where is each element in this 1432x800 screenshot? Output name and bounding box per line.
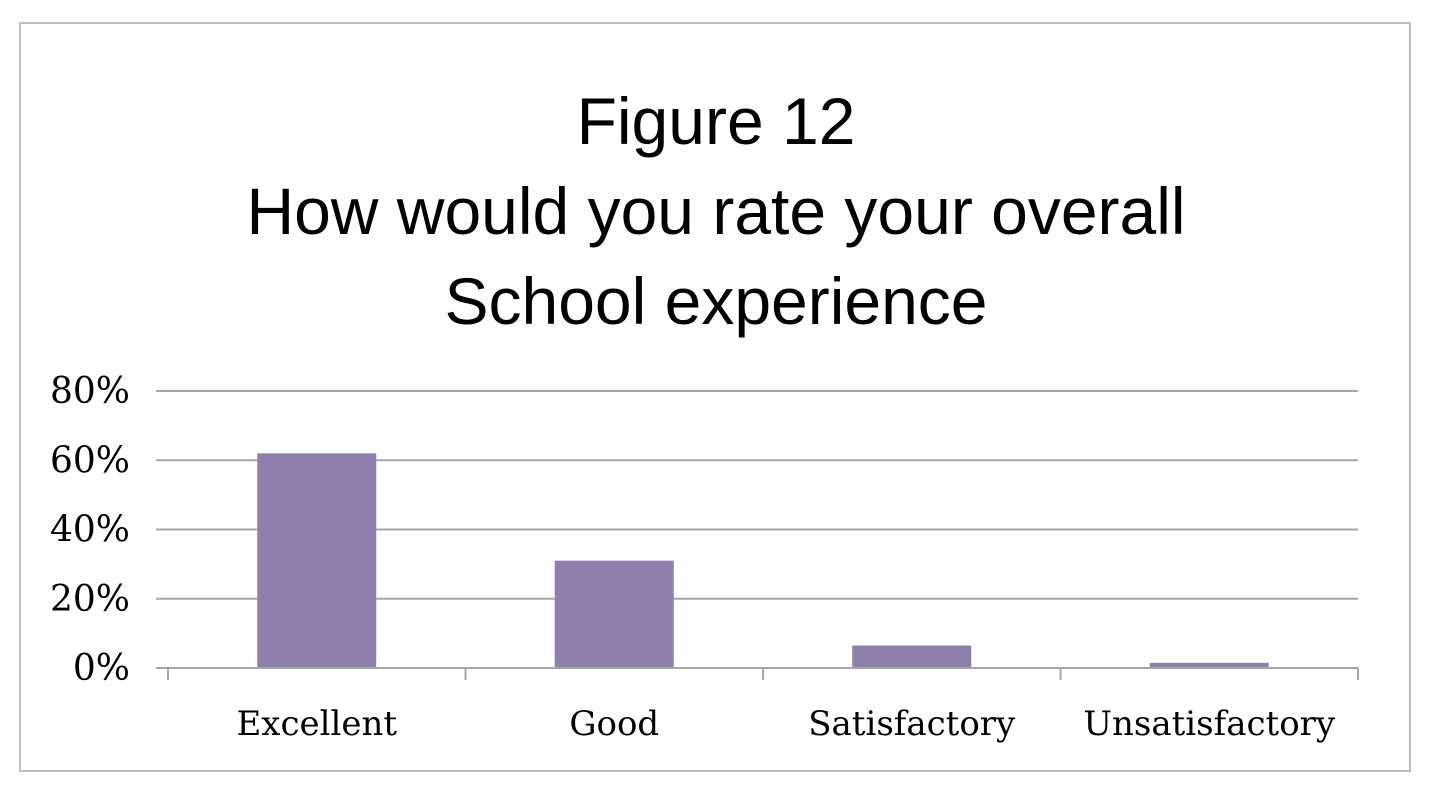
y-tick-label: 40%: [50, 510, 130, 551]
chart-title-line-2: How would you rate your overall: [246, 174, 1186, 248]
x-axis-tick-labels: Excellent Good Satisfactory Unsatisfactory: [236, 704, 1335, 744]
bars: [257, 453, 1269, 668]
bar-unsatisfactory: [1149, 662, 1269, 668]
x-tick-label: Excellent: [236, 704, 397, 744]
y-tick-label: 80%: [50, 371, 130, 412]
y-axis-tick-labels: 0% 20% 40% 60% 80%: [50, 371, 130, 689]
y-tick-label: 20%: [50, 579, 130, 620]
y-tick-label: 60%: [50, 440, 130, 481]
bar-satisfactory: [852, 645, 972, 668]
chart-title-line-1: Figure 12: [576, 84, 856, 158]
x-tick-label: Unsatisfactory: [1083, 704, 1336, 744]
bar-good: [554, 560, 674, 668]
y-tick-label: 0%: [73, 648, 130, 689]
bar-excellent: [257, 453, 377, 668]
x-axis: [156, 667, 1359, 680]
x-tick-label: Satisfactory: [808, 704, 1016, 744]
chart-frame: [19, 22, 1411, 772]
x-tick-label: Good: [569, 704, 659, 744]
chart-title: Figure 12 How would you rate your overal…: [0, 76, 1432, 346]
chart-title-line-3: School experience: [444, 264, 988, 338]
